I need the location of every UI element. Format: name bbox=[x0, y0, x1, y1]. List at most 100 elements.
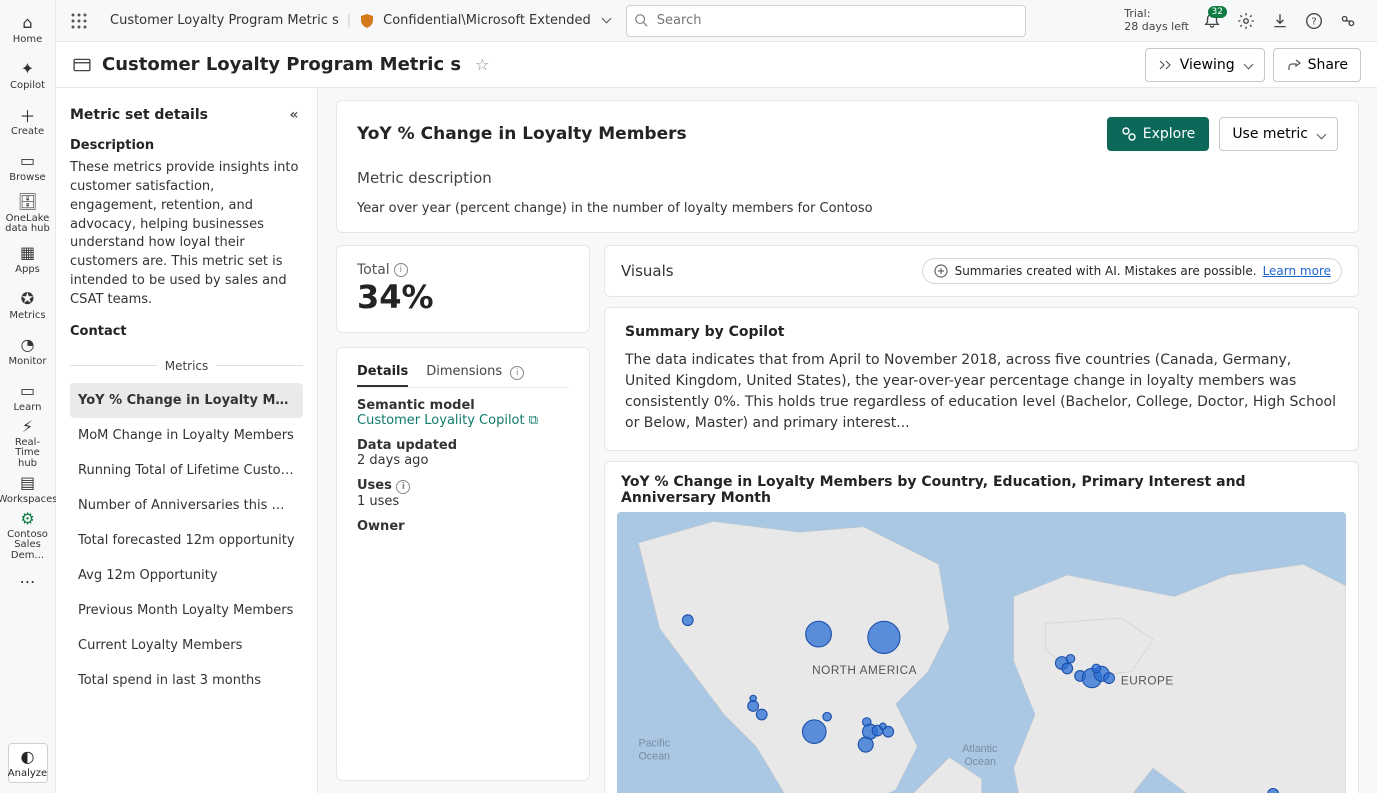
svg-text:Ocean: Ocean bbox=[964, 756, 996, 768]
info-icon[interactable]: i bbox=[394, 263, 408, 277]
learn-more-link[interactable]: Learn more bbox=[1263, 264, 1331, 278]
realtime-icon: ⚡ bbox=[18, 417, 38, 436]
metric-item[interactable]: Number of Anniversaries this Month bbox=[70, 488, 303, 523]
rail-create[interactable]: ＋Create bbox=[5, 98, 51, 144]
rail-apps[interactable]: ▦Apps bbox=[5, 236, 51, 282]
viewing-mode-button[interactable]: Viewing bbox=[1145, 48, 1265, 82]
rail-more[interactable]: ⋯ bbox=[5, 558, 51, 604]
share-button[interactable]: Share bbox=[1273, 48, 1361, 82]
explore-icon bbox=[1121, 126, 1137, 142]
contact-heading: Contact bbox=[70, 324, 303, 339]
metric-item[interactable]: MoM Change in Loyalty Members bbox=[70, 418, 303, 453]
create-icon: ＋ bbox=[18, 105, 38, 125]
breadcrumb: Customer Loyalty Program Metric s | Conf… bbox=[110, 13, 610, 29]
visuals-label: Visuals bbox=[621, 262, 674, 280]
data-updated-value: 2 days ago bbox=[357, 453, 569, 468]
metric-desc-heading: Metric description bbox=[357, 169, 1338, 187]
confidential-label[interactable]: Confidential\Microsoft Extended bbox=[383, 13, 591, 28]
metric-item[interactable]: Avg 12m Opportunity bbox=[70, 558, 303, 593]
metric-item[interactable]: YoY % Change in Loyalty Members bbox=[70, 383, 303, 418]
main-pane: YoY % Change in Loyalty Members Explore … bbox=[318, 88, 1377, 793]
explore-button[interactable]: Explore bbox=[1107, 117, 1210, 151]
total-card: Total i 34% bbox=[336, 245, 590, 333]
chevron-down-icon[interactable] bbox=[599, 13, 610, 28]
favorite-button[interactable]: ☆ bbox=[475, 55, 489, 74]
rail-learn[interactable]: ▭Learn bbox=[5, 374, 51, 420]
copilot-icon: ✦ bbox=[18, 59, 38, 79]
apps-icon: ▦ bbox=[18, 243, 38, 263]
left-nav-rail: ⌂Home ✦Copilot ＋Create ▭Browse 🗄OneLake … bbox=[0, 0, 56, 793]
visuals-header: Visuals Summaries created with AI. Mista… bbox=[604, 245, 1359, 297]
settings-button[interactable] bbox=[1229, 4, 1263, 38]
use-metric-button[interactable]: Use metric bbox=[1219, 117, 1338, 151]
tab-dimensions[interactable]: Dimensions i bbox=[426, 364, 524, 387]
rail-browse[interactable]: ▭Browse bbox=[5, 144, 51, 190]
semantic-model-label: Semantic model bbox=[357, 398, 569, 413]
rail-monitor[interactable]: ◔Monitor bbox=[5, 328, 51, 374]
uses-label: Uses i bbox=[357, 478, 569, 494]
shield-icon bbox=[359, 13, 375, 29]
page-header: Customer Loyalty Program Metric s ☆ View… bbox=[56, 42, 1377, 88]
notification-badge: 32 bbox=[1208, 6, 1227, 18]
breadcrumb-item[interactable]: Customer Loyalty Program Metric s bbox=[110, 13, 339, 28]
database-icon: 🗄 bbox=[18, 192, 38, 212]
trial-status: Trial: 28 days left bbox=[1124, 8, 1189, 32]
rail-onelake[interactable]: 🗄OneLake data hub bbox=[5, 190, 51, 236]
topbar: Customer Loyalty Program Metric s | Conf… bbox=[56, 0, 1377, 42]
panel-title: Metric set details bbox=[70, 107, 208, 123]
semantic-model-link[interactable]: Customer Loyality Copilot ⧉ bbox=[357, 413, 538, 428]
metric-item[interactable]: Total forecasted 12m opportunity bbox=[70, 523, 303, 558]
details-card: Details Dimensions i Semantic model Cust… bbox=[336, 347, 590, 781]
search-input[interactable] bbox=[626, 5, 1026, 37]
workspace-icon: ⚙ bbox=[18, 509, 38, 528]
info-icon[interactable]: i bbox=[396, 480, 410, 494]
owner-label: Owner bbox=[357, 519, 569, 534]
description-heading: Description bbox=[70, 138, 303, 153]
chevron-down-icon bbox=[1317, 129, 1327, 139]
search-icon bbox=[634, 13, 648, 27]
chevron-down-icon bbox=[1243, 60, 1253, 70]
feedback-button[interactable] bbox=[1331, 4, 1365, 38]
ellipsis-icon: ⋯ bbox=[18, 571, 38, 591]
total-label: Total bbox=[357, 262, 390, 278]
page-title: Customer Loyalty Program Metric s bbox=[102, 54, 461, 75]
analyze-icon: ◐ bbox=[21, 747, 35, 766]
info-icon[interactable]: i bbox=[510, 366, 524, 380]
ai-icon bbox=[933, 263, 949, 279]
rail-metrics[interactable]: ✪Metrics bbox=[5, 282, 51, 328]
rail-copilot[interactable]: ✦Copilot bbox=[5, 52, 51, 98]
metric-item[interactable]: Current Loyalty Members bbox=[70, 628, 303, 663]
share-icon bbox=[1286, 57, 1302, 73]
uses-value: 1 uses bbox=[357, 494, 569, 509]
analyze-button[interactable]: ◐Analyze bbox=[8, 743, 48, 783]
rail-contoso[interactable]: ⚙Contoso Sales Dem... bbox=[5, 512, 51, 558]
download-button[interactable] bbox=[1263, 4, 1297, 38]
learn-icon: ▭ bbox=[18, 381, 38, 401]
rail-workspaces[interactable]: ▤Workspaces bbox=[5, 466, 51, 512]
map-title: YoY % Change in Loyalty Members by Count… bbox=[617, 474, 1346, 512]
svg-text:EUROPE: EUROPE bbox=[1121, 675, 1174, 688]
svg-text:Ocean: Ocean bbox=[638, 751, 670, 763]
summary-title: Summary by Copilot bbox=[625, 324, 1338, 340]
summary-body: The data indicates that from April to No… bbox=[625, 350, 1338, 434]
map-visual[interactable]: NORTH AMERICAEUROPEAFRICAPacificOceanAtl… bbox=[617, 512, 1346, 793]
metrics-divider: Metrics bbox=[70, 359, 303, 373]
metric-item[interactable]: Total spend in last 3 months bbox=[70, 663, 303, 698]
svg-text:NORTH AMERICA: NORTH AMERICA bbox=[812, 664, 917, 677]
separator: | bbox=[347, 13, 351, 28]
app-launcher-icon[interactable] bbox=[68, 10, 90, 32]
rail-home[interactable]: ⌂Home bbox=[5, 6, 51, 52]
help-button[interactable]: ? bbox=[1297, 4, 1331, 38]
home-icon: ⌂ bbox=[18, 13, 38, 33]
metrics-list: YoY % Change in Loyalty MembersMoM Chang… bbox=[70, 383, 303, 698]
copilot-summary-card: Summary by Copilot The data indicates th… bbox=[604, 307, 1359, 451]
tab-details[interactable]: Details bbox=[357, 364, 408, 387]
metrics-icon: ✪ bbox=[18, 289, 38, 309]
metric-header-card: YoY % Change in Loyalty Members Explore … bbox=[336, 100, 1359, 233]
rail-realtime[interactable]: ⚡Real-Time hub bbox=[5, 420, 51, 466]
metric-item[interactable]: Previous Month Loyalty Members bbox=[70, 593, 303, 628]
notifications-button[interactable]: 32 bbox=[1195, 4, 1229, 38]
svg-text:?: ? bbox=[1311, 16, 1316, 27]
metric-item[interactable]: Running Total of Lifetime Customer V... bbox=[70, 453, 303, 488]
collapse-panel-icon[interactable]: « bbox=[285, 106, 303, 124]
